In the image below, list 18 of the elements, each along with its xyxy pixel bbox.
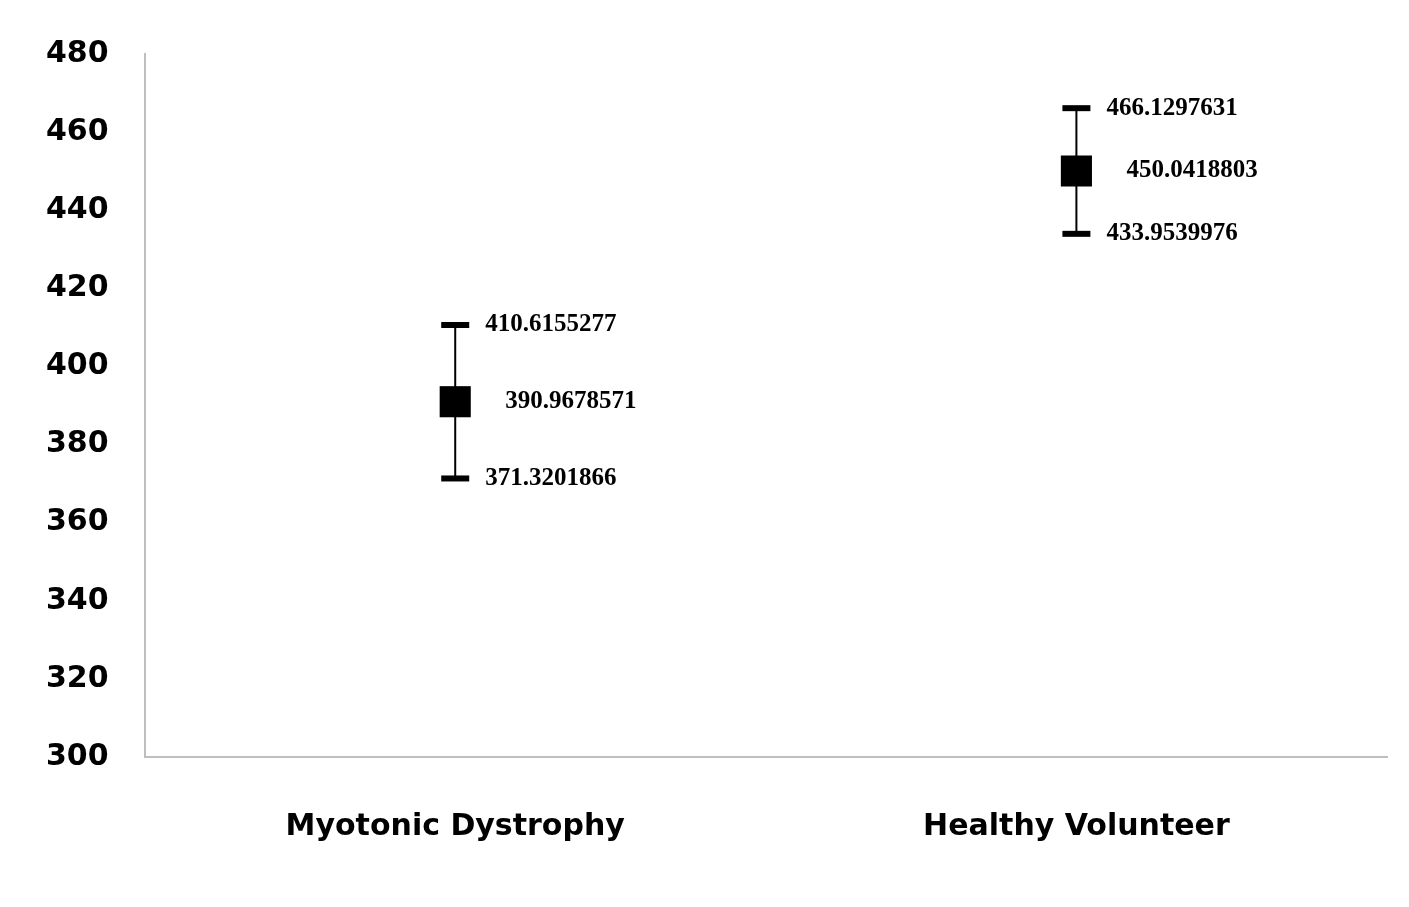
y-tick-label: 400: [46, 346, 109, 382]
y-tick-label: 440: [46, 190, 109, 226]
annotation: 466.1297631: [1106, 92, 1238, 120]
data-label: 390.9678571: [505, 386, 637, 414]
x-tick-label: Healthy Volunteer: [923, 806, 1230, 842]
y-tick-label: 480: [46, 33, 109, 69]
data-label: 450.0418803: [1126, 155, 1258, 183]
y-tick-label: 420: [46, 268, 109, 304]
annotation: 371.3201866: [485, 462, 617, 490]
y-tick-label: 380: [46, 424, 109, 460]
x-tick-label: Myotonic Dystrophy: [285, 806, 626, 842]
y-tick-label: 460: [46, 111, 109, 147]
y-tick-label: 340: [46, 580, 109, 616]
annotation: 410.6155277: [485, 309, 617, 337]
y-tick-label: 320: [46, 658, 109, 694]
y-tick-label: 360: [46, 502, 109, 538]
annotation: 433.9539976: [1106, 218, 1238, 246]
y-tick-label: 300: [46, 736, 109, 772]
